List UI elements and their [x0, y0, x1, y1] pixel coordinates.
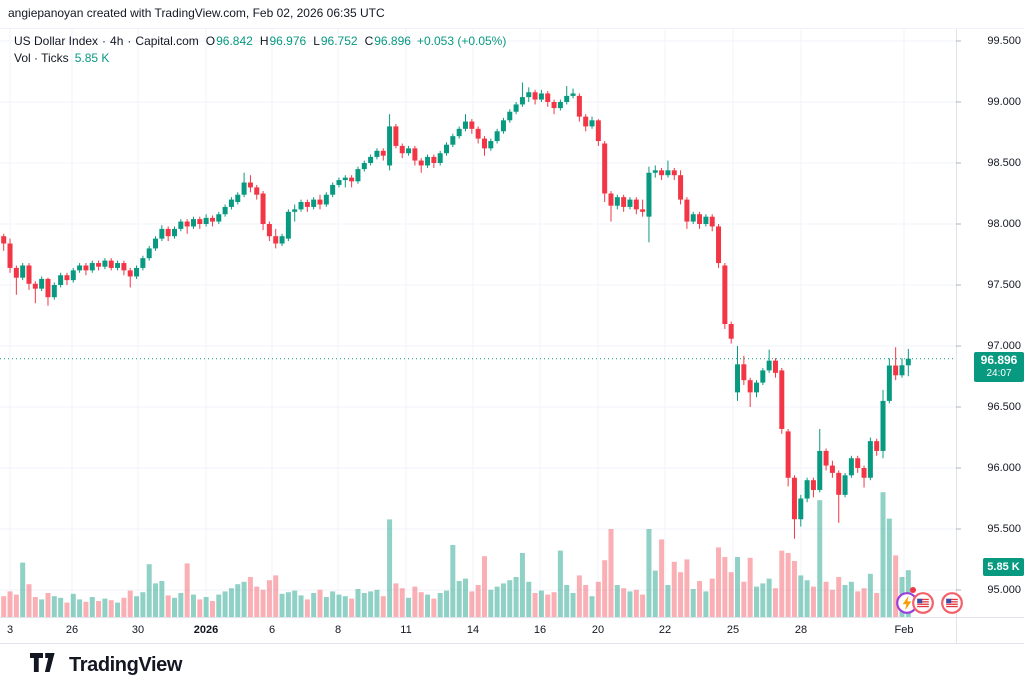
- high-value: 96.976: [269, 34, 307, 48]
- legend-separator: ·: [127, 34, 132, 48]
- price-axis-label: 97.000: [987, 340, 1021, 352]
- price-axis-label: 96.000: [987, 462, 1021, 474]
- notification-dot: [910, 587, 916, 593]
- exchange-label[interactable]: Capital.com: [135, 34, 199, 48]
- time-axis-label: 14: [466, 624, 480, 636]
- us-flag-event-icon[interactable]: [941, 592, 963, 614]
- close-label: C: [364, 34, 374, 48]
- time-axis-label: 3: [6, 624, 14, 636]
- legend-separator: ·: [102, 34, 107, 48]
- time-axis[interactable]: 3 26 30 2026 6 8 11 14 16 20 22 25 28 Feb: [0, 617, 956, 643]
- time-axis-label: 25: [726, 624, 740, 636]
- time-axis-label: 8: [334, 624, 342, 636]
- volume-value: 5.85 K: [74, 51, 110, 65]
- candle-series: [1, 82, 911, 539]
- time-axis-label: 2026: [193, 624, 219, 636]
- time-axis-label: 16: [533, 624, 547, 636]
- price-axis-label: 98.000: [987, 218, 1021, 230]
- time-axis-label: 26: [65, 624, 79, 636]
- time-axis-label: 30: [131, 624, 145, 636]
- volume-legend-row: Vol · Ticks 5.85 K: [14, 50, 506, 67]
- low-label: L: [313, 34, 320, 48]
- price-axis-label: 98.500: [987, 157, 1021, 169]
- price-axis-label: 95.500: [987, 523, 1021, 535]
- price-axis-label: 99.000: [987, 96, 1021, 108]
- symbol-title[interactable]: US Dollar Index: [14, 34, 99, 48]
- symbol-legend-row: US Dollar Index · 4h · Capital.com O96.842 H96…: [14, 33, 506, 50]
- interval-label[interactable]: 4h: [110, 34, 124, 48]
- close-value: 96.896: [374, 34, 411, 48]
- time-axis-label: 6: [268, 624, 276, 636]
- volume-label[interactable]: Vol · Ticks: [14, 51, 69, 65]
- price-axis-label: 95.000: [987, 584, 1021, 596]
- footer: TradingView: [30, 653, 182, 677]
- time-axis-label: 20: [591, 624, 605, 636]
- time-axis-label: 11: [400, 624, 412, 636]
- time-axis-label: 28: [794, 624, 808, 636]
- change-value: +0.053 (+0.05%): [416, 34, 507, 48]
- axis-borders: [0, 28, 1024, 644]
- time-axis-label: Feb: [894, 624, 914, 636]
- us-flag-event-icon[interactable]: [912, 592, 934, 614]
- price-axis-label: 99.500: [987, 35, 1021, 47]
- tradingview-logo-text[interactable]: TradingView: [69, 653, 183, 676]
- price-axis-label: 96.500: [987, 401, 1021, 413]
- price-axis-label: 97.500: [987, 279, 1021, 291]
- high-label: H: [259, 34, 269, 48]
- gridlines: [0, 29, 956, 617]
- attribution-text: angiepanoyan created with TradingView.co…: [8, 6, 385, 20]
- open-label: O: [205, 34, 216, 48]
- volume-series: [1, 492, 911, 617]
- low-value: 96.752: [320, 34, 358, 48]
- tradingview-logo-icon[interactable]: [30, 653, 60, 677]
- chart-legend: US Dollar Index · 4h · Capital.com O96.842 H96…: [14, 33, 506, 67]
- current-price-badge: 96.896 24:07: [974, 352, 1024, 382]
- time-axis-label: 22: [658, 624, 672, 636]
- bar-countdown: 24:07: [986, 368, 1012, 379]
- open-value: 96.842: [216, 34, 253, 48]
- price-axis[interactable]: 99.500 99.000 98.500 98.000 97.500 97.000 96.5…: [956, 28, 1024, 617]
- current-volume-badge: 5.85 K: [983, 558, 1024, 576]
- current-price-value: 96.896: [980, 353, 1018, 367]
